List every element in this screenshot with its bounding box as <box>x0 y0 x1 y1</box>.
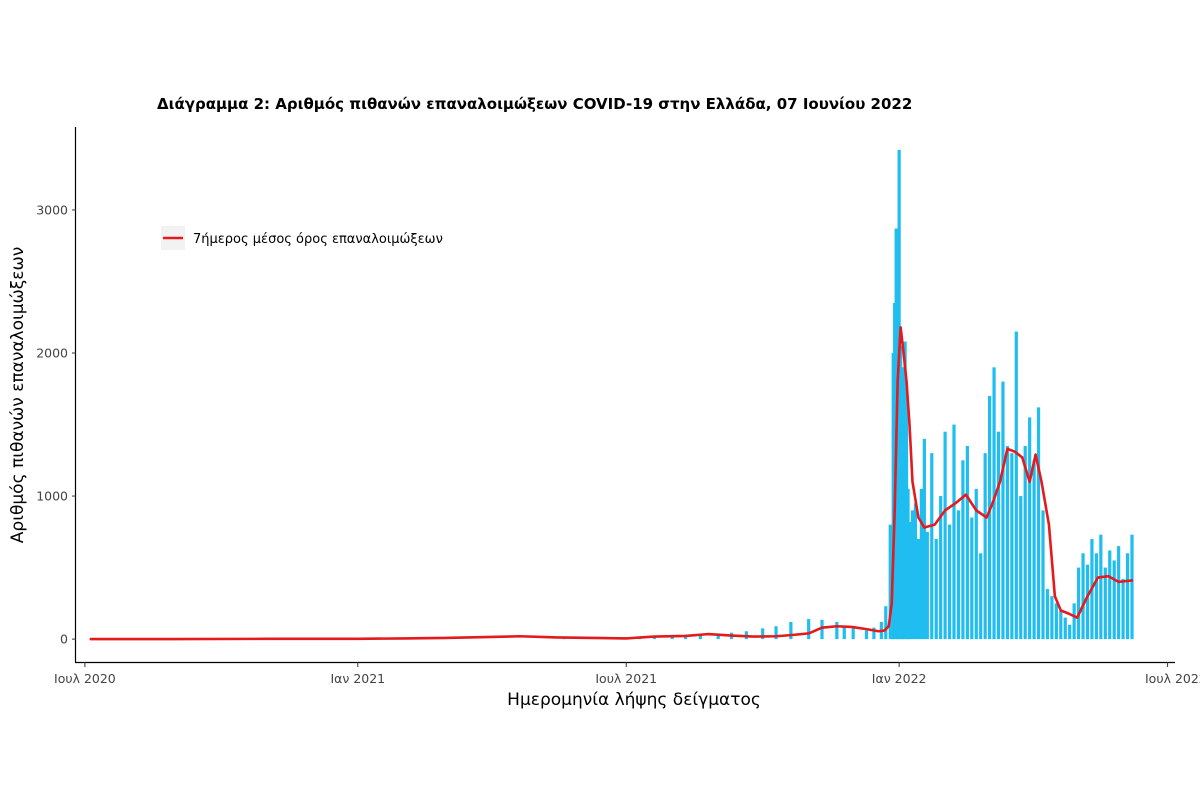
bar <box>943 431 947 640</box>
legend-label: 7ήμερος μέσος όρος επαναλοιμώξεων <box>193 232 443 247</box>
bar <box>884 606 888 640</box>
bar <box>774 626 778 640</box>
bar <box>1019 496 1023 640</box>
bar <box>907 521 912 640</box>
bar <box>910 510 915 640</box>
y-tick-label: 1000 <box>36 489 68 504</box>
bar-series <box>562 149 1134 640</box>
bar <box>1108 550 1112 640</box>
bar <box>1063 617 1067 640</box>
bar <box>934 538 938 640</box>
bar <box>835 621 839 640</box>
bar <box>872 627 876 640</box>
bar <box>970 517 974 640</box>
bar <box>698 634 702 640</box>
y-tick-label: 2000 <box>36 346 68 361</box>
bar <box>1045 589 1050 640</box>
bar <box>939 496 943 640</box>
bar <box>956 510 961 640</box>
bar <box>1125 553 1130 640</box>
x-tick-label: Ιουλ 2021 <box>595 671 657 686</box>
bar <box>983 453 987 640</box>
bar <box>1103 567 1107 640</box>
bar <box>1014 331 1018 640</box>
bar <box>1023 446 1027 640</box>
legend: 7ήμερος μέσος όρος επαναλοιμώξεων <box>161 226 443 250</box>
bar <box>1041 510 1045 640</box>
bar <box>1117 546 1121 640</box>
bar <box>925 531 929 640</box>
bar <box>947 524 952 640</box>
bar <box>992 367 996 640</box>
bar <box>919 488 923 640</box>
bar <box>1005 446 1010 640</box>
bar <box>974 488 978 640</box>
bar <box>1032 460 1036 640</box>
moving-average-series <box>89 325 1134 641</box>
bar <box>1085 564 1090 640</box>
bar <box>1050 596 1054 640</box>
bar <box>1001 381 1005 640</box>
bar <box>820 619 824 640</box>
x-tick-label: Ιαν 2022 <box>872 671 927 686</box>
bar <box>670 635 674 640</box>
bar <box>1094 553 1098 640</box>
x-axis-title: Ημερομηνία λήψης δείγματος <box>507 690 761 710</box>
bar <box>922 438 926 640</box>
bar <box>842 626 846 640</box>
bar <box>1059 610 1063 640</box>
bar <box>1072 603 1076 640</box>
bar <box>1099 534 1103 640</box>
bar <box>761 628 765 640</box>
bar <box>1010 453 1014 640</box>
x-tick-label: Ιαν 2021 <box>330 671 385 686</box>
bar <box>1130 534 1134 640</box>
x-tick-label: Ιουλ 2020 <box>54 671 116 686</box>
bar <box>996 431 1001 640</box>
chart-title: Διάγραμμα 2: Αριθμός πιθανών επαναλοιμώξ… <box>157 95 912 113</box>
bar <box>807 619 811 640</box>
bar <box>988 395 992 640</box>
bar <box>1077 567 1081 640</box>
bar <box>789 621 793 640</box>
bar <box>1081 553 1085 640</box>
bar <box>1112 560 1116 640</box>
bar <box>961 460 965 640</box>
bar <box>1068 624 1072 640</box>
y-tick-label: 0 <box>60 632 68 647</box>
bar <box>1028 417 1032 640</box>
bar <box>1054 603 1058 640</box>
bar <box>1121 579 1125 640</box>
bar <box>1036 407 1041 640</box>
bar <box>965 446 969 640</box>
y-tick-label: 3000 <box>36 202 68 217</box>
y-axis-ticks: 0 1000 2000 3000 <box>36 202 76 647</box>
bar <box>864 630 869 640</box>
x-axis-ticks: Ιουλ 2020 Ιαν 2021 Ιουλ 2021 Ιαν 2022 Ιουλ 2… <box>54 662 1200 686</box>
bar <box>851 628 855 640</box>
bar <box>716 633 720 640</box>
bar <box>888 524 892 640</box>
bar <box>930 453 934 640</box>
bar <box>952 424 956 640</box>
moving-average-line <box>89 325 1134 641</box>
x-tick-label: Ιουλ 2022 <box>1145 671 1200 686</box>
bar <box>979 553 983 640</box>
y-axis-title: Αριθμός πιθανών επαναλοιμώξεων <box>8 247 28 543</box>
bar <box>913 503 918 640</box>
bar <box>916 538 921 640</box>
